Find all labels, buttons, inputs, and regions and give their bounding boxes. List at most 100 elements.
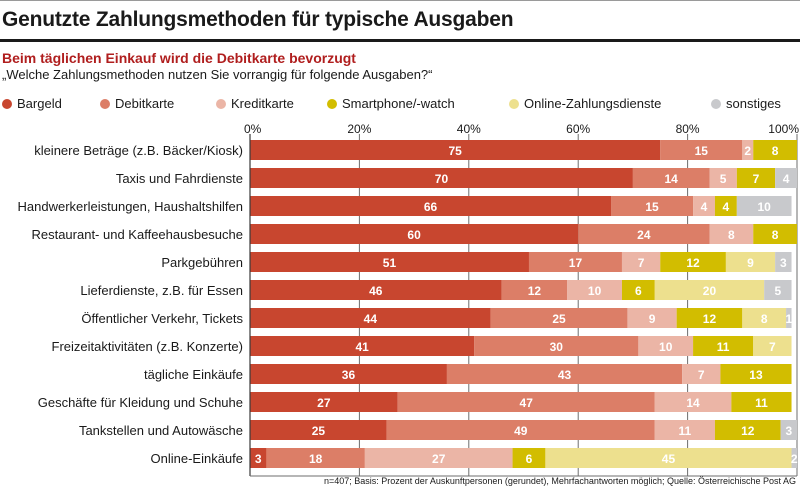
bar-segment <box>753 336 792 356</box>
data-label: 9 <box>649 312 656 326</box>
bar-segment <box>660 140 743 160</box>
legend-item: Bargeld <box>2 96 62 111</box>
footer-note: n=407; Basis: Prozent der Auskunftperson… <box>324 476 796 486</box>
category-label: Freizeitaktivitäten (z.B. Konzerte) <box>52 339 243 354</box>
category-label: tägliche Einkäufe <box>144 367 243 382</box>
bar-segment <box>250 336 475 356</box>
data-label: 44 <box>364 312 378 326</box>
bar-segment <box>780 420 797 440</box>
data-label: 3 <box>255 452 262 466</box>
bar-segment <box>250 280 502 300</box>
bar-segment <box>654 420 715 440</box>
data-label: 70 <box>435 172 449 186</box>
chart-title: Genutzte Zahlungsmethoden für typische A… <box>2 8 514 31</box>
bar-segment <box>775 168 797 188</box>
bar-segment <box>714 196 737 216</box>
category-label: Tankstellen und Autowäsche <box>79 423 243 438</box>
data-label: 46 <box>369 284 383 298</box>
bar-segment <box>709 168 737 188</box>
bar-segment <box>627 308 677 328</box>
legend-item: Online-Zahlungsdienste <box>509 96 661 111</box>
top-rule <box>0 0 800 1</box>
data-label: 8 <box>761 312 768 326</box>
data-label: 15 <box>645 200 659 214</box>
category-label: kleinere Beträge (z.B. Bäcker/Kiosk) <box>34 143 243 158</box>
data-label: 6 <box>635 284 642 298</box>
chart-subtitle: Beim täglichen Einkauf wird die Debitkar… <box>2 50 356 66</box>
bar-segment <box>693 336 754 356</box>
bar-segment <box>250 308 491 328</box>
legend-label: Kreditkarte <box>231 96 294 111</box>
data-label: 8 <box>772 228 779 242</box>
bar-segment <box>501 280 568 300</box>
data-label: 7 <box>698 368 705 382</box>
bar-segment <box>397 392 655 412</box>
data-label: 51 <box>383 256 397 270</box>
bar-segment <box>512 448 546 468</box>
bar-segment <box>660 252 726 272</box>
legend-dot-icon <box>711 98 721 109</box>
bar-segment <box>621 252 661 272</box>
data-label: 30 <box>550 340 564 354</box>
data-label: 49 <box>514 424 528 438</box>
category-label: Handwerkerleistungen, Haushaltshilfen <box>18 199 243 214</box>
bar-segment <box>725 252 776 272</box>
x-tick-label: 40% <box>457 122 481 136</box>
bar-segment <box>654 392 732 412</box>
legend-item: Debitkarte <box>100 96 174 111</box>
data-label: 25 <box>552 312 566 326</box>
category-label: Öffentlicher Verkehr, Tickets <box>81 311 243 326</box>
legend-dot-icon <box>2 98 12 109</box>
data-label: 6 <box>526 452 533 466</box>
data-label: 47 <box>520 396 534 410</box>
data-label: 8 <box>728 228 735 242</box>
legend-label: Online-Zahlungsdienste <box>524 96 662 111</box>
data-label: 66 <box>424 200 438 214</box>
bar-segment <box>676 308 743 328</box>
bar-segment <box>250 392 398 412</box>
bar-segment <box>474 336 639 356</box>
bar-segment <box>693 196 715 216</box>
bar-segment <box>250 252 529 272</box>
data-label: 3 <box>780 256 787 270</box>
data-label: 20 <box>703 284 717 298</box>
data-label: 4 <box>783 172 790 186</box>
bar-segment <box>775 252 792 272</box>
legend: Bargeld Debitkarte Kreditkarte Smartphone/-… <box>0 96 800 112</box>
data-label: 11 <box>755 396 768 410</box>
data-label: 9 <box>747 256 754 270</box>
data-label: 7 <box>638 256 645 270</box>
data-label: 36 <box>342 368 356 382</box>
data-label: 27 <box>317 396 331 410</box>
category-label: Geschäfte für Kleidung und Schuhe <box>38 395 243 410</box>
data-label: 12 <box>528 284 542 298</box>
survey-question: „Welche Zahlungsmethoden nutzen Sie vorr… <box>2 67 433 82</box>
legend-label: sonstiges <box>726 96 781 111</box>
bar-segment <box>446 364 683 384</box>
data-label: 5 <box>720 172 727 186</box>
bar-segment <box>250 364 447 384</box>
data-label: 3 <box>785 424 792 438</box>
data-label: 2 <box>791 452 798 466</box>
bar-segment <box>250 420 387 440</box>
bar-segment <box>250 168 633 188</box>
data-label: 11 <box>679 424 692 438</box>
category-label: Taxis und Fahrdienste <box>116 171 243 186</box>
bar-segment <box>528 252 622 272</box>
data-label: 12 <box>686 256 700 270</box>
data-label: 4 <box>701 200 708 214</box>
category-label: Lieferdienste, z.B. für Essen <box>80 283 243 298</box>
category-label: Parkgebühren <box>161 255 243 270</box>
bar-segment <box>682 364 721 384</box>
bar-segment <box>250 224 579 244</box>
category-label: Online-Einkäufe <box>151 451 244 466</box>
bar-segment <box>731 392 792 412</box>
bar-segment <box>364 448 513 468</box>
category-label: Restaurant- und Kaffeehausbesuche <box>31 227 243 242</box>
data-label: 7 <box>769 340 776 354</box>
data-label: 24 <box>637 228 651 242</box>
data-label: 10 <box>588 284 602 298</box>
bar-segment <box>764 280 792 300</box>
bar-segment <box>250 448 267 468</box>
data-label: 15 <box>695 144 709 158</box>
